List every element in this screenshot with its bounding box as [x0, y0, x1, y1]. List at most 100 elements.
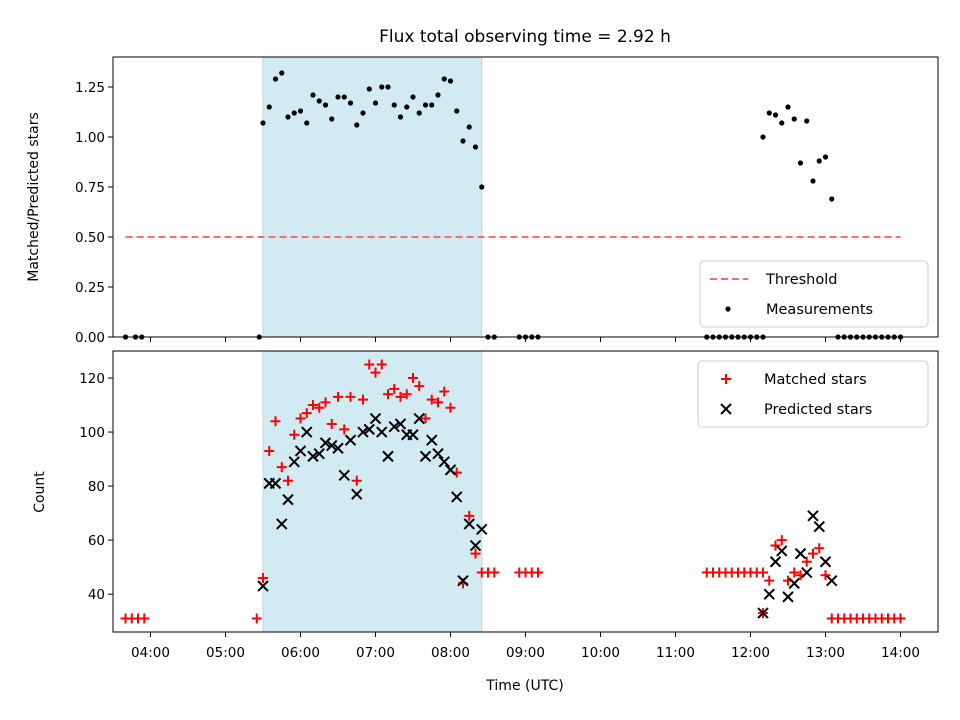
measurement-point: [354, 122, 360, 128]
matched-star-point: [301, 408, 312, 419]
legend-label: Matched stars: [764, 372, 867, 388]
predicted-star-point: [394, 418, 407, 430]
predicted-star-point: [282, 493, 294, 506]
matched-star-point: [389, 383, 400, 394]
matched-star-point: [789, 567, 800, 578]
measurement-point: [260, 120, 266, 126]
predicted-star-point: [807, 510, 819, 522]
predicted-star-point: [444, 464, 457, 476]
matched-star-point: [426, 394, 437, 405]
legend-label: Measurements: [766, 302, 873, 318]
predicted-star-point: [776, 545, 788, 557]
bottom-y-axis-label: Count: [32, 471, 48, 513]
legend-predicted-swatch: [720, 403, 732, 415]
measurement-point: [779, 120, 785, 126]
bottom-panel: 40 60 80 100 120 04:00 05:00 06:00 07:00 08:00 09:…: [79, 350, 939, 661]
matched-star-point: [464, 510, 475, 521]
observing-window-shade: [262, 56, 483, 338]
matched-star-point: [320, 397, 331, 408]
predicted-star-point: [276, 518, 288, 530]
predicted-star-point: [307, 450, 319, 463]
predicted-star-point: [782, 591, 794, 603]
measurement-point: [297, 108, 304, 114]
predicted-star-point: [432, 447, 444, 460]
matched-star-point: [276, 462, 287, 473]
matched-star-point: [814, 543, 825, 554]
matched-star-point: [283, 475, 293, 486]
measurement-point: [285, 114, 291, 120]
measurement-point: [372, 100, 379, 106]
x-tick-label: 07:00: [356, 645, 395, 661]
predicted-star-point: [338, 469, 350, 481]
matched-star-point: [758, 567, 768, 578]
y-tick-label: 0.00: [75, 330, 105, 346]
measurement-point: [472, 144, 479, 150]
predicted-star-point: [469, 539, 482, 552]
measurement-point: [466, 124, 472, 130]
measurement-point: [816, 158, 822, 164]
predicted-star-point: [332, 442, 344, 454]
top-y-axis-label: Matched/Predicted stars: [26, 112, 42, 282]
measurement-point: [310, 92, 316, 98]
measurement-point: [404, 104, 410, 110]
x-tick-label: 10:00: [581, 645, 620, 661]
predicted-star-point: [457, 574, 469, 587]
measurement-point: [410, 94, 416, 100]
predicted-star-point: [794, 547, 807, 560]
legend-matched-swatch: [721, 374, 731, 384]
measurement-point: [379, 84, 385, 90]
measurement-point: [447, 78, 454, 84]
predicted-star-point: [826, 574, 838, 587]
y-tick-label: 40: [88, 587, 105, 603]
predicted-star-point: [801, 566, 813, 579]
matched-star-point: [895, 613, 906, 624]
matched-star-point: [345, 391, 356, 402]
matched-star-point: [533, 567, 543, 578]
measurement-point: [329, 116, 335, 122]
matched-star-point: [314, 402, 325, 413]
observing-window-shade: [262, 350, 483, 633]
y-tick-label: 80: [88, 479, 105, 495]
matched-star-point: [414, 381, 425, 392]
measurement-point: [360, 110, 366, 116]
y-tick-label: 60: [88, 533, 105, 549]
measurement-point: [416, 110, 422, 116]
y-tick-label: 1.25: [75, 80, 105, 96]
matched-star-point: [764, 575, 775, 586]
predicted-star-point: [301, 426, 313, 438]
measurement-point: [460, 138, 466, 144]
x-tick-label: 09:00: [506, 645, 545, 661]
x-tick-label: 14:00: [881, 645, 920, 661]
x-tick-label: 13:00: [806, 645, 845, 661]
y-tick-label: 0.25: [75, 280, 105, 296]
predicted-star-point: [351, 488, 363, 500]
y-tick-label: 0.50: [75, 230, 105, 246]
matched-star-point: [801, 556, 812, 567]
series-matched-stars: [120, 359, 906, 624]
predicted-star-point: [419, 450, 432, 463]
predicted-star-point: [357, 426, 369, 438]
measurement-point: [766, 110, 772, 116]
measurement-point: [391, 102, 397, 108]
matched-star-point: [351, 475, 362, 486]
measurement-point: [429, 102, 435, 108]
x-tick-label: 08:00: [431, 645, 470, 661]
measurement-point: [791, 116, 797, 122]
measurement-point: [266, 104, 272, 110]
matched-star-point: [395, 391, 406, 402]
predicted-star-point: [344, 434, 357, 446]
measurement-point: [810, 178, 816, 184]
predicted-star-point: [388, 420, 400, 433]
matched-star-point: [258, 572, 268, 583]
predicted-star-point: [813, 520, 825, 533]
matched-star-point: [439, 386, 450, 397]
matched-star-point: [308, 400, 318, 411]
matched-star-point: [776, 535, 787, 546]
y-tick-label: 100: [79, 425, 105, 441]
matched-star-point: [401, 389, 412, 400]
matched-star-point: [470, 548, 481, 559]
measurement-point: [397, 114, 404, 120]
predicted-star-point: [451, 491, 463, 503]
predicted-star-point: [819, 556, 832, 568]
legend-label: Predicted stars: [764, 402, 872, 418]
